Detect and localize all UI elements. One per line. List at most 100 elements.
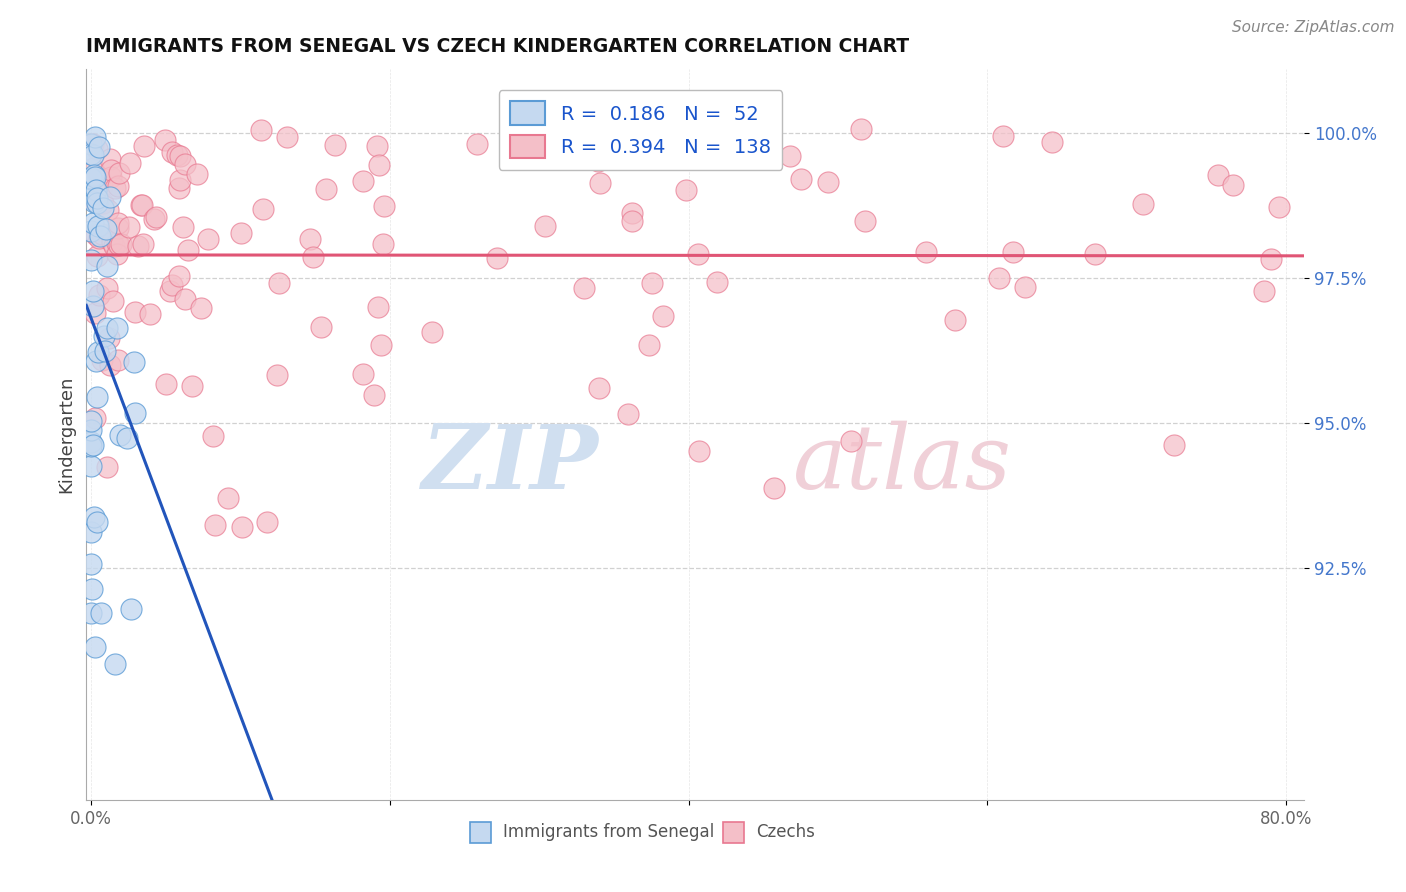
Point [98, 358, 121, 372]
Point [86, 195, 108, 210]
Point [80, 170, 103, 185]
Point [82, 299, 104, 313]
Point [617, 407, 640, 421]
Point [90, 353, 112, 368]
Text: Source: ZipAtlas.com: Source: ZipAtlas.com [1232, 20, 1395, 35]
Point [145, 210, 167, 224]
Point [139, 307, 162, 321]
Point [83, 510, 105, 524]
Point [231, 520, 253, 534]
Point [1084, 247, 1107, 261]
Point [86, 142, 108, 156]
Point [533, 219, 555, 233]
Point [115, 431, 138, 445]
Point [256, 516, 278, 530]
Point [82, 582, 104, 597]
Point [87, 140, 110, 154]
Point [124, 406, 146, 420]
Point [1132, 197, 1154, 211]
Point [104, 657, 127, 672]
Point [420, 326, 443, 340]
Point [987, 270, 1010, 285]
Point [103, 239, 125, 253]
Point [80, 147, 103, 161]
Point [174, 157, 197, 171]
Point [108, 428, 131, 442]
Point [80, 557, 103, 571]
Text: atlas: atlas [793, 420, 1012, 508]
Point [134, 139, 156, 153]
Point [129, 198, 152, 212]
Point [84, 183, 107, 197]
Point [173, 292, 195, 306]
Point [915, 245, 938, 260]
Point [80, 414, 103, 428]
Point [675, 183, 697, 197]
Point [87, 345, 110, 359]
Point [315, 182, 337, 196]
Point [943, 313, 966, 327]
Text: Czechs: Czechs [755, 823, 814, 841]
Point [107, 166, 129, 180]
Point [101, 293, 124, 308]
Point [1253, 284, 1275, 298]
Point [167, 181, 190, 195]
Point [91, 201, 114, 215]
Point [167, 269, 190, 284]
Point [1014, 280, 1036, 294]
Point [80, 607, 103, 621]
Point [249, 123, 271, 137]
Point [80, 252, 103, 267]
Point [80, 424, 103, 438]
Point [82, 438, 104, 452]
Point [688, 443, 710, 458]
Point [80, 224, 103, 238]
Point [86, 515, 108, 529]
Point [181, 378, 204, 392]
Point [82, 137, 104, 152]
Point [366, 139, 388, 153]
Text: Immigrants from Senegal: Immigrants from Senegal [502, 823, 714, 841]
Point [323, 138, 346, 153]
Point [202, 429, 225, 443]
Point [101, 235, 124, 249]
Point [276, 130, 298, 145]
Point [86, 390, 108, 404]
Point [91, 196, 114, 211]
Point [486, 251, 509, 265]
Point [100, 163, 122, 178]
Point [176, 243, 198, 257]
Point [98, 190, 121, 204]
Point [620, 206, 643, 220]
Point [586, 153, 609, 168]
Point [159, 284, 181, 298]
Point [80, 525, 103, 540]
Point [100, 153, 122, 167]
Point [373, 199, 395, 213]
Point [107, 216, 129, 230]
Point [91, 178, 114, 193]
Point [87, 219, 110, 234]
Point [217, 491, 239, 506]
Point [371, 237, 394, 252]
Point [352, 367, 374, 381]
Point [706, 275, 728, 289]
Point [131, 237, 153, 252]
Point [370, 338, 392, 352]
Point [86, 250, 108, 264]
Point [104, 181, 127, 195]
Point [166, 148, 188, 162]
Point [155, 377, 177, 392]
Point [120, 602, 142, 616]
Point [124, 305, 146, 319]
Legend: R =  0.186   N =  52, R =  0.394   N =  138: R = 0.186 N = 52, R = 0.394 N = 138 [499, 90, 782, 170]
Point [790, 171, 813, 186]
Point [93, 329, 115, 343]
Point [89, 228, 111, 243]
Point [588, 177, 610, 191]
Point [80, 434, 103, 449]
Point [686, 247, 709, 261]
Point [83, 194, 105, 209]
Point [105, 321, 128, 335]
Point [91, 227, 114, 241]
